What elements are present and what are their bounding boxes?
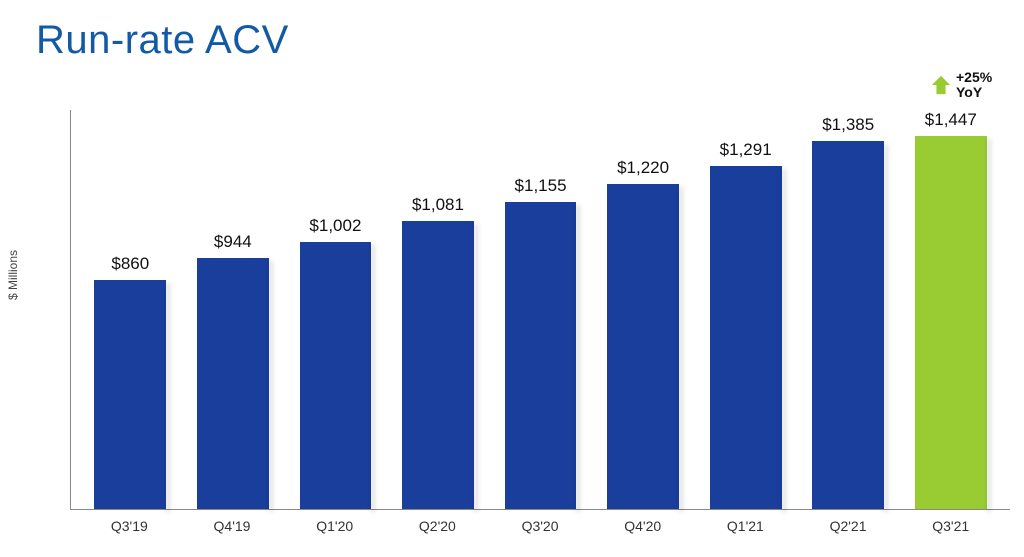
x-axis: Q3'19Q4'19Q1'20Q2'20Q3'20Q4'20Q1'21Q2'21… [70,510,1010,534]
bar-slot: $1,002 [284,110,387,509]
bar-slot: $1,291 [694,110,797,509]
bar [915,136,987,509]
x-tick-label: Q4'20 [591,518,694,534]
bar-slot: $1,081 [387,110,490,509]
y-axis-label: $ Millions [6,250,20,300]
x-tick-label: Q1'20 [283,518,386,534]
x-tick-label: Q3'20 [489,518,592,534]
bar-value-label: $1,002 [309,216,361,236]
bar [197,258,269,509]
bar [812,141,884,509]
bar-value-label: $1,291 [720,140,772,160]
bar [94,280,166,509]
callout-line2: YoY [956,85,992,100]
bar-value-label: $1,385 [822,115,874,135]
callout-text: +25% YoY [956,70,992,101]
bar-slot: $1,155 [489,110,592,509]
bar-value-label: $1,155 [515,176,567,196]
bar-value-label: $1,447 [925,110,977,130]
bar-value-label: $1,220 [617,158,669,178]
x-tick-label: Q2'21 [797,518,900,534]
growth-callout: +25% YoY [930,70,992,101]
bar [300,242,372,509]
x-tick-label: Q2'20 [386,518,489,534]
arrow-up-icon [930,74,952,96]
bar-value-label: $1,081 [412,195,464,215]
bar-value-label: $860 [111,254,149,274]
x-tick-label: Q4'19 [181,518,284,534]
bar-slot: $1,447 [900,110,1003,509]
x-tick-label: Q1'21 [694,518,797,534]
chart-title: Run-rate ACV [36,18,289,63]
bar-slot: $944 [182,110,285,509]
callout-line1: +25% [956,70,992,85]
bar-slot: $860 [79,110,182,509]
bar-slot: $1,220 [592,110,695,509]
chart-container: Run-rate ACV $ Millions +25% YoY $860 $94… [0,0,1024,557]
bar-chart: $860 $944 $1,002 $1,081 $1,155 $1,220 $1,291 $1… [70,110,1010,510]
bar [505,202,577,509]
bar [710,166,782,509]
bar [607,184,679,509]
bar [402,221,474,509]
bar-value-label: $944 [214,232,252,252]
x-tick-label: Q3'21 [899,518,1002,534]
bar-slot: $1,385 [797,110,900,509]
x-tick-label: Q3'19 [78,518,181,534]
bars-group: $860 $944 $1,002 $1,081 $1,155 $1,220 $1,291 $1… [71,110,1010,509]
